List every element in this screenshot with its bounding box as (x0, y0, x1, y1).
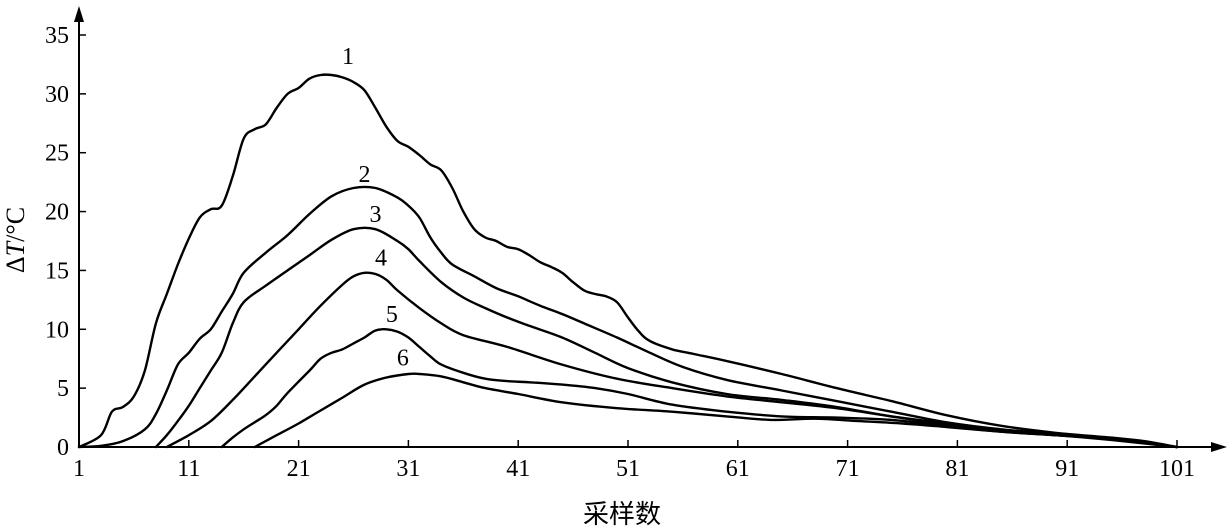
x-tick-label: 31 (396, 456, 420, 482)
series-label-1: 1 (342, 44, 354, 70)
series-line-3 (154, 226, 1179, 449)
y-tick-label: 5 (57, 376, 69, 402)
y-tick-label: 35 (45, 23, 69, 49)
x-tick-label: 71 (836, 456, 860, 482)
y-tick-label: 0 (57, 435, 69, 461)
y-tick-label: 20 (45, 200, 69, 226)
series-line-4 (165, 271, 1179, 449)
series-label-6: 6 (397, 346, 409, 372)
series-label-5: 5 (386, 302, 398, 328)
series-label-3: 3 (369, 202, 381, 228)
y-tick-label: 25 (45, 141, 69, 167)
x-tick-label: 81 (945, 456, 969, 482)
y-tick-label: 10 (45, 317, 69, 343)
series-line-6 (253, 372, 1179, 449)
y-tick-label: 30 (45, 82, 69, 108)
y-axis-arrow (74, 6, 84, 22)
x-tick-label: 61 (726, 456, 750, 482)
series-line-1 (77, 73, 1179, 449)
x-tick-label: 91 (1055, 456, 1079, 482)
x-tick-label: 51 (616, 456, 640, 482)
labels-group: 1 2 3 4 5 6 (342, 44, 409, 371)
series-label-4: 4 (375, 245, 387, 271)
y-axis-title-variable: T (1, 240, 30, 256)
series-line-5 (220, 328, 1179, 449)
x-tick-label: 11 (177, 456, 200, 482)
series-line-2 (77, 185, 1179, 449)
x-tick-label: 41 (506, 456, 530, 482)
x-tick-label: 21 (287, 456, 311, 482)
y-tick-label: 15 (45, 258, 69, 284)
x-tick-label: 101 (1159, 456, 1195, 482)
x-axis-title: 采样数 (583, 500, 661, 529)
series-label-2: 2 (358, 162, 370, 188)
y-axis-title-delta: Δ (1, 256, 30, 273)
y-axis-title-unit: /°C (1, 207, 30, 242)
y-axis-title: ΔT/°C (1, 207, 30, 273)
series-group (77, 73, 1179, 449)
x-tick-label: 1 (73, 456, 85, 482)
x-axis-arrow (1211, 442, 1227, 452)
